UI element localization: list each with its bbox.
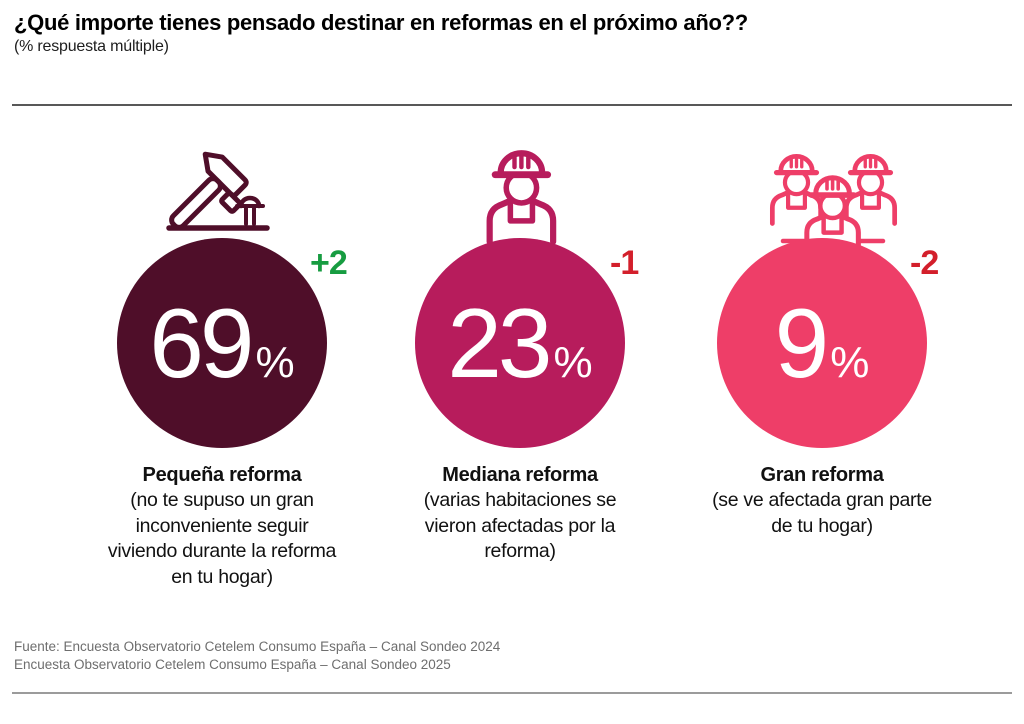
category-label-block: Pequeña reforma (no te supuso un gran in… — [72, 462, 372, 591]
source-line-1: Fuente: Encuesta Observatorio Cetelem Co… — [14, 639, 501, 654]
category-description: (no te supuso un gran inconveniente segu… — [107, 489, 337, 589]
percentage-unit: % — [255, 338, 295, 387]
stat-circle-mediana-reforma: 23 % — [415, 238, 625, 448]
percentage-unit: % — [553, 338, 593, 387]
category-description: (se ve afectada gran parte de tu hogar) — [712, 489, 932, 537]
stat-circle-gran-reforma: 9 % — [717, 238, 927, 448]
category-label-block: Mediana reforma (varias habitaciones se … — [370, 462, 670, 565]
header: ¿Qué importe tienes pensado destinar en … — [14, 10, 1004, 56]
category-title: Pequeña reforma — [142, 464, 302, 486]
worker-team-icon — [757, 146, 909, 248]
page-title: ¿Qué importe tienes pensado destinar en … — [14, 10, 748, 35]
category-label-block: Gran reforma (se ve afectada gran parte … — [672, 462, 972, 539]
top-divider — [12, 104, 1012, 106]
percentage: 69 % — [149, 294, 294, 392]
delta-badge: -2 — [910, 244, 939, 282]
bottom-divider — [12, 692, 1012, 694]
category-title: Gran reforma — [760, 464, 884, 486]
source-line-2: Encuesta Observatorio Cetelem Consumo Es… — [14, 657, 451, 672]
category-title: Mediana reforma — [442, 464, 598, 486]
stat-circle-pequena-reforma: 69 % — [117, 238, 327, 448]
percentage-unit: % — [830, 338, 870, 387]
hammer-nail-icon — [163, 144, 298, 236]
construction-worker-icon — [463, 142, 578, 244]
delta-badge: -1 — [610, 244, 639, 282]
percentage-value: 9 — [774, 288, 829, 398]
percentage-value: 69 — [149, 288, 254, 398]
delta-badge: +2 — [310, 244, 348, 282]
percentage-value: 23 — [447, 288, 552, 398]
source-footer: Fuente: Encuesta Observatorio Cetelem Co… — [14, 638, 500, 674]
percentage: 23 % — [447, 294, 592, 392]
page-subtitle: (% respuesta múltiple) — [14, 38, 169, 56]
percentage: 9 % — [775, 294, 870, 392]
category-description: (varias habitaciones se vieron afectadas… — [423, 489, 617, 563]
